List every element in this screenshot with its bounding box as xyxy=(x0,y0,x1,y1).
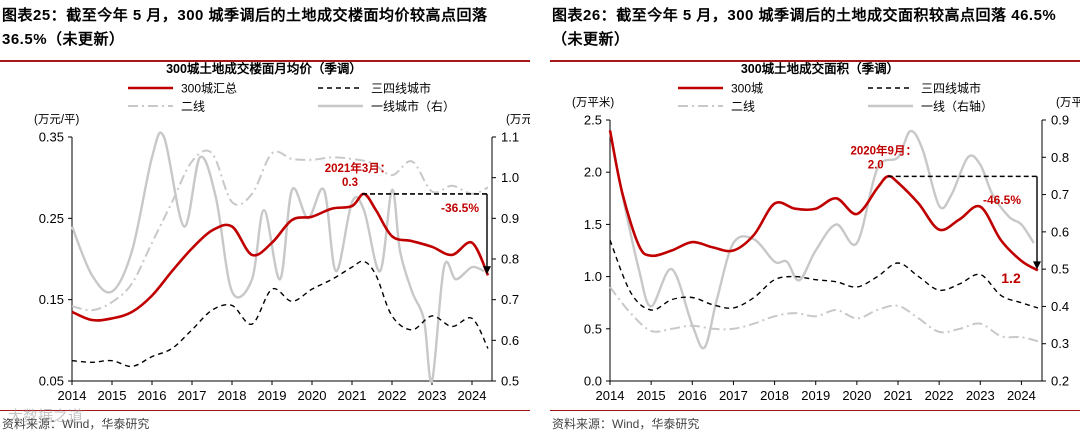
y2-tick-label: 0.4 xyxy=(1051,299,1069,314)
y2-axis-unit-label: (万平米) xyxy=(1056,96,1080,109)
y-tick-label: 1.0 xyxy=(584,269,602,284)
figure-26-source: 资料来源：Wind，华泰研究 xyxy=(552,417,700,431)
chart-title: 300城土地成交面积（季调） xyxy=(741,62,899,76)
series-line-4 xyxy=(70,131,485,383)
y2-tick-label: 0.8 xyxy=(501,252,519,267)
top-rule xyxy=(0,60,530,62)
end-value-label: 1.2 xyxy=(1001,270,1021,286)
x-tick-label: 2022 xyxy=(378,388,407,403)
y-axis-unit-label: (万元/平) xyxy=(34,114,80,126)
y2-tick-label: 0.7 xyxy=(501,292,519,307)
x-tick-label: 2016 xyxy=(678,388,707,403)
x-tick-label: 2022 xyxy=(925,388,954,403)
legend-label-4: 一线城市（右） xyxy=(371,99,455,114)
figure-26-title: 截至今年 5 月，300 城季调后的土地成交面积较高点回落 46.5%（未更新） xyxy=(552,7,1057,48)
legend-label-1: 300城 xyxy=(731,82,763,96)
legend-label-3: 二线 xyxy=(181,100,205,114)
series-line-2 xyxy=(71,260,489,368)
x-tick-label: 2020 xyxy=(842,388,871,403)
bottom-rule xyxy=(550,410,1080,411)
y-tick-label: 0.35 xyxy=(39,130,64,145)
watermark-text: 大数据之道 xyxy=(8,408,84,425)
x-tick-label: 2021 xyxy=(884,388,913,403)
x-tick-label: 2017 xyxy=(178,388,207,403)
x-tick-label: 2017 xyxy=(719,388,748,403)
x-tick-label: 2014 xyxy=(596,388,625,403)
y-axis-unit-label: (万平米) xyxy=(572,96,614,109)
y2-tick-label: 0.9 xyxy=(501,211,519,226)
y2-tick-label: 0.8 xyxy=(1051,150,1069,165)
series-line-3 xyxy=(71,149,489,312)
y2-tick-label: 0.2 xyxy=(1051,374,1069,389)
y-tick-label: 0.05 xyxy=(39,374,64,389)
peak-label-value: 0.3 xyxy=(342,177,358,189)
x-tick-label: 2023 xyxy=(966,388,995,403)
drop-percent-label: -36.5% xyxy=(441,201,479,215)
drop-arrow-head xyxy=(483,266,491,275)
peak-label-date: 2021年3月： xyxy=(325,161,391,175)
figure-25-title: 截至今年 5 月，300 城季调后的土地成交楼面均价较高点回落 36.5%（未更… xyxy=(2,7,488,48)
legend-label-3: 二线 xyxy=(731,100,755,114)
y2-tick-label: 0.6 xyxy=(1051,224,1069,239)
y2-tick-label: 0.9 xyxy=(1051,113,1069,128)
x-tick-label: 2020 xyxy=(298,388,327,403)
figure-25-label: 图表25： xyxy=(2,7,67,24)
x-tick-label: 2018 xyxy=(218,388,247,403)
drop-arrow-head xyxy=(1033,261,1041,270)
x-tick-label: 2015 xyxy=(98,388,127,403)
legend-label-4: 一线（右轴） xyxy=(921,99,993,114)
peak-label-date: 2020年9月： xyxy=(850,143,916,157)
x-tick-label: 2024 xyxy=(1007,388,1036,403)
y-tick-label: 2.5 xyxy=(584,113,602,128)
x-tick-label: 2018 xyxy=(760,388,789,403)
figure-26-label: 图表26： xyxy=(552,7,617,24)
y2-axis-unit-label: (万元/平) xyxy=(506,114,530,126)
figure-25-heading: 图表25：截至今年 5 月，300 城季调后的土地成交楼面均价较高点回落 36.… xyxy=(2,4,524,52)
figure-25-source: 资料来源：Wind，华泰研究 xyxy=(2,417,150,431)
x-tick-label: 2014 xyxy=(58,388,87,403)
x-tick-label: 2023 xyxy=(418,388,447,403)
legend-label-2: 三四线城市 xyxy=(921,81,981,96)
y-tick-label: 0.25 xyxy=(39,211,64,226)
y-tick-label: 0.5 xyxy=(584,321,602,336)
y-tick-label: 2.0 xyxy=(584,165,602,180)
x-tick-label: 2021 xyxy=(338,388,367,403)
bottom-rule xyxy=(0,410,530,411)
drop-percent-label: -46.5% xyxy=(983,193,1021,207)
y2-tick-label: 0.5 xyxy=(1051,262,1069,277)
legend-label-1: 300城汇总 xyxy=(181,82,237,96)
y2-tick-label: 0.6 xyxy=(501,333,519,348)
y-tick-label: 0.0 xyxy=(584,374,602,389)
x-tick-label: 2015 xyxy=(637,388,666,403)
x-tick-label: 2019 xyxy=(801,388,830,403)
chart-title: 300城土地成交楼面月均价（季调） xyxy=(166,62,362,76)
x-tick-label: 2024 xyxy=(458,388,487,403)
figure-25-panel: 图表25：截至今年 5 月，300 城季调后的土地成交楼面均价较高点回落 36.… xyxy=(0,0,530,435)
y2-tick-label: 0.5 xyxy=(501,374,519,389)
x-tick-label: 2016 xyxy=(138,388,167,403)
y-tick-label: 1.5 xyxy=(584,217,602,232)
series-line-2 xyxy=(609,239,1039,311)
y2-tick-label: 0.3 xyxy=(1051,336,1069,351)
series-line-1 xyxy=(71,192,490,322)
series-line-3 xyxy=(609,286,1039,343)
peak-label-value: 2.0 xyxy=(868,159,884,171)
series-line-4 xyxy=(608,129,1035,350)
legend-label-2: 三四线城市 xyxy=(371,81,431,96)
x-tick-label: 2019 xyxy=(258,388,287,403)
figure-26-panel: 图表26：截至今年 5 月，300 城季调后的土地成交面积较高点回落 46.5%… xyxy=(550,0,1080,435)
series-line-1 xyxy=(608,130,1039,272)
y2-tick-label: 1.0 xyxy=(501,170,519,185)
y-tick-label: 0.15 xyxy=(39,292,64,307)
figure-26-heading: 图表26：截至今年 5 月，300 城季调后的土地成交面积较高点回落 46.5%… xyxy=(552,4,1074,52)
y2-tick-label: 1.1 xyxy=(501,130,519,145)
y2-tick-label: 0.7 xyxy=(1051,187,1069,202)
top-rule xyxy=(550,60,1080,62)
